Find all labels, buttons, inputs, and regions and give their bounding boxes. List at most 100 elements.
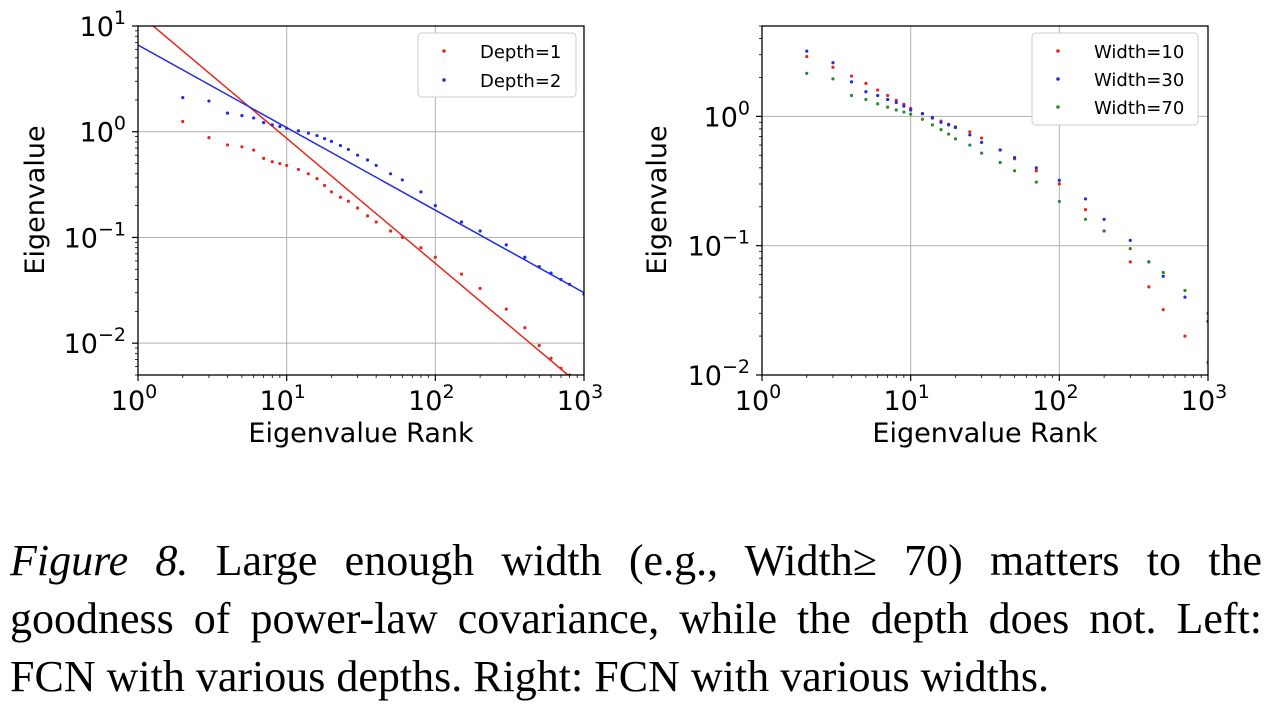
data-point [886,97,890,102]
left-axes-frame [137,25,585,376]
data-point [1034,166,1038,170]
right-legend-label-width30: Width=30 [1094,70,1184,91]
data-point [400,178,404,182]
left-legend-marker-depth1 [442,49,446,53]
data-point [1161,270,1165,275]
data-point [920,117,925,121]
data-point [323,183,327,188]
data-point [346,147,350,152]
left-chart: 100 101 102 103 101 100 10−1 10−2 Eigenvalue Ra… [20,7,603,449]
right-legend-marker-width10 [1056,49,1060,53]
data-point [1083,197,1088,201]
data-point [831,77,835,81]
data-point [920,112,925,116]
data-point [433,255,437,259]
data-point [478,286,482,290]
left-ticks: 100 101 102 103 101 100 10−1 10−2 [64,7,604,417]
left-plot-area [138,26,584,375]
data-point [504,243,508,247]
data-point [240,145,244,149]
data-point [388,229,393,233]
data-point [252,148,256,152]
data-point [1102,217,1106,221]
data-point [1128,238,1132,242]
data-point [338,143,343,148]
data-point [323,137,327,141]
data-point [947,123,951,127]
data-point [909,112,913,116]
data-point [968,133,972,137]
data-point [1083,217,1088,221]
right-axes-frame [761,25,1209,376]
data-point [805,54,809,59]
x-tick-label: 101 [259,381,305,417]
left-legend-label-depth2: Depth=2 [480,71,561,92]
data-point [285,163,289,168]
data-point [805,71,809,75]
right-y-axis-label: Eigenvalue [642,125,673,274]
data-point [296,129,301,133]
data-point [459,220,464,224]
data-point [805,49,809,53]
data-point [979,140,984,144]
data-point [953,125,958,130]
fit-line [151,26,569,375]
data-point [1057,178,1061,182]
data-point [1147,285,1151,289]
y-tick-label: 100 [704,97,750,133]
y-tick-label: 101 [80,7,126,43]
data-point [849,74,854,78]
data-point [886,105,890,109]
data-point [1102,229,1106,233]
left-fit-lines [138,26,584,375]
data-point [849,80,854,84]
data-point [374,163,378,168]
data-point [864,90,868,94]
data-point [355,206,360,210]
data-point [478,229,482,233]
data-point [252,116,256,120]
fit-line [138,44,584,294]
data-point [979,151,984,155]
data-point [864,81,868,85]
figure-caption: Figure 8. Large enough width (e.g., Widt… [10,532,1262,706]
data-point [968,143,972,147]
data-point [306,172,310,176]
data-point [1161,308,1165,312]
left-y-axis-label: Eigenvalue [20,125,51,274]
left-legend-box [417,32,577,98]
data-point [278,161,282,166]
y-tick-label: 10−1 [64,218,126,254]
data-point [1034,169,1038,173]
data-point [207,99,211,103]
data-point [181,119,185,124]
data-point [549,356,553,360]
data-point [1057,182,1061,186]
data-point [1183,288,1187,293]
caption-text: Large enough width (e.g., Width≥ 70) mat… [10,536,1263,701]
x-tick-label: 100 [735,381,781,417]
data-point [939,128,943,132]
data-point [947,132,951,136]
data-point [504,307,508,311]
data-point [306,131,310,135]
data-point [559,366,563,370]
data-point [523,326,527,330]
data-point [296,167,301,172]
data-point [346,199,350,203]
right-legend: Width=10 Width=30 Width=70 [1031,32,1199,126]
data-point [876,102,880,106]
data-point [979,136,984,140]
data-point [388,172,393,176]
data-point [930,115,934,120]
data-point [1128,246,1132,251]
data-point [1183,334,1187,338]
data-point [894,108,898,112]
data-point [998,160,1002,165]
right-plot-area [805,49,1208,365]
data-point [270,123,274,127]
right-legend-box [1031,32,1199,126]
right-legend-label-width10: Width=10 [1094,42,1184,63]
data-point [549,271,553,275]
